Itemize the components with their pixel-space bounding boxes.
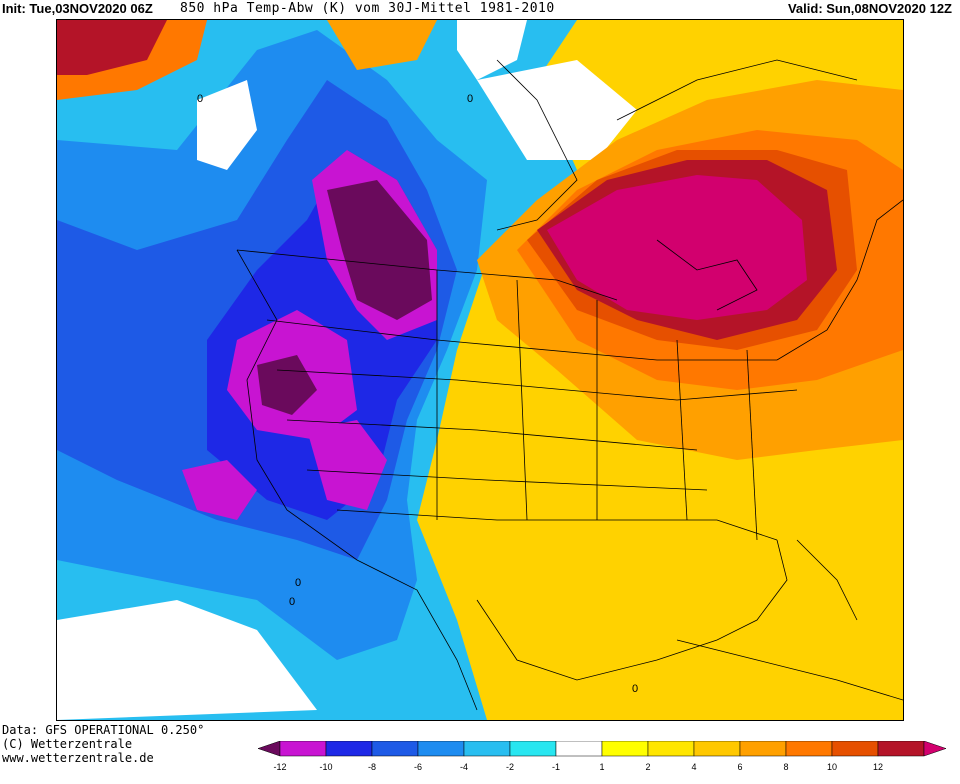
warm-core-magenta	[547, 175, 807, 320]
map-canvas: 0 0 0 0 0	[57, 20, 903, 720]
legend-swatch	[785, 740, 833, 757]
legend-arrow-high	[923, 740, 947, 757]
neutral-zone-coast	[197, 80, 257, 170]
init-time-label: Init: Tue,03NOV2020 06Z	[2, 1, 153, 16]
website-label: www.wetterzentrale.de	[2, 751, 154, 765]
data-source-label: Data: GFS OPERATIONAL 0.250°	[2, 723, 205, 737]
legend-tick-label: -2	[506, 762, 514, 772]
neutral-zone-north	[457, 20, 527, 80]
valid-time-label: Valid: Sun,08NOV2020 12Z	[787, 1, 952, 16]
legend-tick-label: -8	[368, 762, 376, 772]
cold-core-purple-south	[257, 355, 317, 415]
legend-tick-label: 4	[691, 762, 696, 772]
legend-swatch	[647, 740, 695, 757]
legend-arrow-low	[257, 740, 281, 757]
contour-label: 0	[289, 596, 295, 608]
legend-tick-label: -4	[460, 762, 468, 772]
contour-label: 0	[197, 93, 203, 105]
copyright-label: (C) Wetterzentrale	[2, 737, 133, 751]
map-footer: Data: GFS OPERATIONAL 0.250° (C) Wetterz…	[2, 723, 204, 765]
legend-swatch	[371, 740, 419, 757]
temperature-anomaly-map: 0 0 0 0 0	[56, 19, 904, 721]
legend-swatch	[509, 740, 557, 757]
boundary-lines	[236, 59, 903, 711]
legend-tick-label: -12	[273, 762, 286, 772]
contour-label: 0	[467, 93, 473, 105]
legend-swatch	[279, 740, 327, 757]
legend-swatch	[463, 740, 511, 757]
legend-swatch	[877, 740, 925, 757]
warm-field-nw-red	[57, 20, 167, 75]
legend-swatch	[601, 740, 649, 757]
contour-label: 0	[632, 683, 638, 695]
cold-core-magenta-se	[307, 420, 387, 510]
legend-swatch	[831, 740, 879, 757]
map-header: Init: Tue,03NOV2020 06Z 850 hPa Temp-Abw…	[0, 0, 960, 18]
warm-field-north-orange	[327, 20, 437, 70]
legend-tick-label: -6	[414, 762, 422, 772]
legend-tick-label: 8	[783, 762, 788, 772]
legend-tick-label: 10	[827, 762, 837, 772]
contour-labels: 0 0 0 0 0	[197, 93, 638, 695]
color-legend: -12 -10 -8 -6 -4 -2 -1 1 2 4 6 8 10 12	[257, 740, 958, 778]
legend-tick-label: -10	[319, 762, 332, 772]
cold-core-magenta-sw	[182, 460, 257, 520]
legend-swatch	[325, 740, 373, 757]
neutral-zone-east	[477, 60, 637, 160]
legend-tick-label: 6	[737, 762, 742, 772]
legend-swatch	[417, 740, 465, 757]
legend-swatch	[555, 740, 603, 757]
legend-tick-label: 12	[873, 762, 883, 772]
legend-tick-label: -1	[552, 762, 560, 772]
neutral-zone-south	[57, 600, 317, 720]
contour-label: 0	[295, 577, 301, 589]
legend-swatch	[739, 740, 787, 757]
chart-title: 850 hPa Temp-Abw (K) vom 30J-Mittel 1981…	[180, 1, 555, 16]
legend-tick-label: 2	[645, 762, 650, 772]
cold-core-purple	[327, 180, 432, 320]
color-legend-bar: -12 -10 -8 -6 -4 -2 -1 1 2 4 6 8 10 12	[257, 740, 947, 772]
legend-swatch	[693, 740, 741, 757]
legend-tick-label: 1	[599, 762, 604, 772]
